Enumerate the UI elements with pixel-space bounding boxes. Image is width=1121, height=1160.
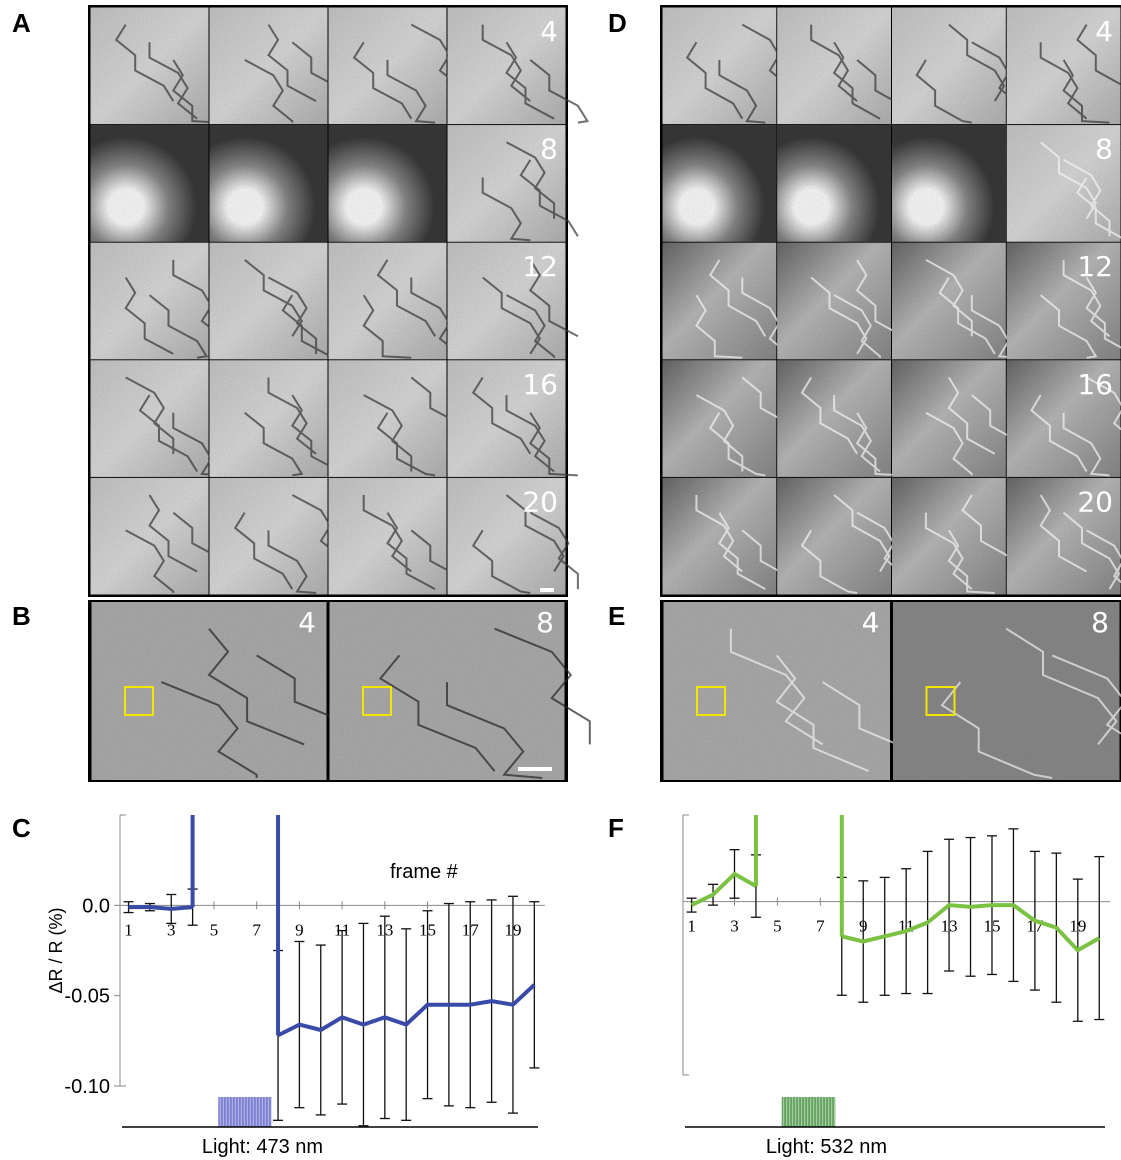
- frame-number: 20: [522, 485, 558, 518]
- y-tick-label: -0.05: [64, 986, 110, 1008]
- frame-number: 8: [540, 133, 558, 166]
- y-tick-label: 0.0: [82, 895, 110, 917]
- panel-letter: C: [12, 813, 31, 843]
- panel-letter: D: [608, 8, 627, 38]
- annotation: frame #: [390, 861, 459, 883]
- x-tick-label: 5: [773, 917, 782, 936]
- frame-number: 12: [522, 250, 558, 283]
- frame-number: 20: [1077, 485, 1113, 518]
- image-tile: [892, 478, 1006, 595]
- data-line: [692, 874, 1100, 950]
- image-tile: [210, 125, 328, 242]
- image-tile: [663, 360, 777, 477]
- image-tile: [777, 125, 891, 242]
- x-tick-label: 9: [295, 920, 304, 939]
- frame-number: 12: [1077, 250, 1113, 283]
- frame-number: 16: [1077, 368, 1113, 401]
- frame-number: 16: [522, 368, 558, 401]
- x-tick-label: 1: [687, 917, 696, 936]
- x-tick-label: 7: [252, 920, 261, 939]
- image-tile: [663, 125, 777, 242]
- scale-bar: [518, 767, 552, 771]
- panel-letter: F: [608, 813, 624, 843]
- frame-number: 4: [540, 15, 558, 48]
- scale-bar: [540, 588, 554, 592]
- image-tile: [329, 478, 447, 595]
- figure: 4 8 12 16 20 4 8 4 8 12 16 20 4 8 A B D E C 0.0 -0.05 -0.10 1 3…: [0, 0, 1121, 1160]
- image-tile: [91, 8, 209, 125]
- x-tick-label: 1: [124, 920, 133, 939]
- image-tile: [329, 360, 447, 477]
- image-tile: [91, 125, 209, 242]
- y-tick-label: -0.10: [64, 1076, 110, 1098]
- image-tile: [210, 243, 328, 360]
- frame-number: 4: [862, 606, 880, 639]
- image-tile: [777, 8, 891, 125]
- light-label: Light: 532 nm: [766, 1136, 887, 1158]
- frame-number: 8: [1091, 606, 1109, 639]
- panel-letter: B: [12, 601, 31, 631]
- image-tile: [892, 125, 1006, 242]
- frame-number: 4: [298, 606, 316, 639]
- y-axis-label: ΔR / R (%): [46, 907, 66, 993]
- image-tile: [777, 243, 891, 360]
- frame-number: 4: [1095, 15, 1113, 48]
- panel-letter: A: [12, 8, 31, 38]
- frame-number: 8: [1095, 133, 1113, 166]
- x-tick-label: 3: [730, 917, 739, 936]
- image-tile: [777, 360, 891, 477]
- panel-letter: E: [608, 601, 625, 631]
- frame-number: 8: [536, 606, 554, 639]
- x-tick-label: 7: [816, 917, 825, 936]
- x-tick-label: 5: [210, 920, 219, 939]
- image-tile: [663, 478, 777, 595]
- light-label: Light: 473 nm: [202, 1136, 323, 1158]
- image-tile: [329, 125, 447, 242]
